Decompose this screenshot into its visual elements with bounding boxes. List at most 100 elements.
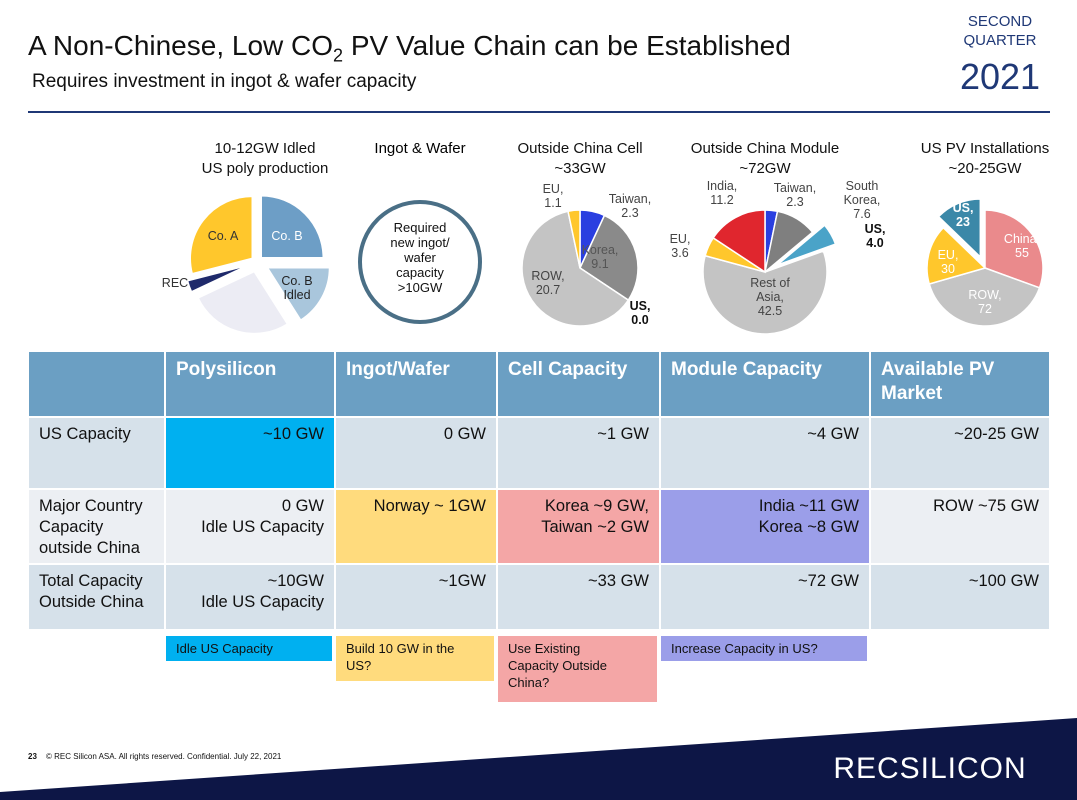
- quarter-line: SECOND: [967, 13, 1033, 30]
- text-line: 2.3: [621, 206, 638, 220]
- pie-title: US PV Installations: [921, 140, 1049, 157]
- text-line: 10-12GW Idled: [215, 140, 316, 157]
- data-cell: Norway ~ 1GW: [336, 490, 496, 563]
- data-cell: Korea ~9 GW, Taiwan ~2 GW: [498, 490, 659, 563]
- pie-slice: [763, 210, 814, 274]
- slice-label: US, 23: [953, 201, 974, 229]
- header-cell: Available PV Market: [871, 352, 1049, 416]
- text-line: REC: [162, 276, 188, 290]
- slice-label: China, 55: [1004, 232, 1040, 260]
- slice-label: Co. B Idled: [281, 274, 312, 302]
- pie-slice: [712, 209, 766, 274]
- text-line: 20.7: [536, 283, 560, 297]
- ingot-circle: [358, 200, 482, 324]
- text-line: Taiwan,: [609, 192, 651, 206]
- pie-slice: [260, 195, 324, 259]
- text-line: South: [846, 179, 879, 193]
- slice-label: India, 11.2: [707, 179, 738, 207]
- pie-slice: [776, 224, 837, 266]
- pie-title: US poly production: [202, 160, 329, 177]
- text-line: 7.6: [853, 207, 870, 221]
- slice-label: ROW, 20.7: [531, 269, 564, 297]
- text-line: 30: [941, 262, 955, 276]
- note: Increase Capacity in US?: [661, 636, 867, 661]
- data-cell: ROW ~75 GW: [871, 490, 1049, 563]
- text-line: 9.1: [591, 257, 608, 271]
- quarter: SECOND QUARTER: [940, 12, 1060, 50]
- ingot-title: Ingot & Wafer: [374, 140, 465, 157]
- text-line: Korea,: [844, 193, 881, 207]
- text-line: Rest of: [750, 276, 790, 290]
- pie-title: ~72GW: [739, 160, 791, 177]
- text-line: EU,: [938, 248, 959, 262]
- pie-title: 10-12GW Idled: [215, 140, 316, 157]
- text-line: Co. B: [281, 274, 312, 288]
- text-line: US PV Installations: [921, 140, 1049, 157]
- text-line: 1.1: [544, 196, 561, 210]
- title-sub: 2: [333, 45, 344, 66]
- data-cell: 0 GW: [336, 418, 496, 488]
- data-cell: ~33 GW: [498, 565, 659, 629]
- slice-label: US, 0.0: [630, 299, 651, 327]
- title-part: A Non-Chinese, Low CO: [28, 30, 334, 61]
- data-cell: 0 GW Idle US Capacity: [166, 490, 334, 563]
- year: 2021: [959, 56, 1041, 97]
- slice-label: US, 4.0: [865, 222, 886, 250]
- text-line: Outside China Cell: [517, 140, 642, 157]
- slice-label: Taiwan, 2.3: [774, 181, 816, 209]
- slice-label: Co. A: [208, 229, 239, 243]
- subtitle: Requires investment in ingot & wafer cap…: [32, 71, 417, 92]
- row-label: Major Country Capacity outside China: [29, 490, 164, 563]
- pie-slice: [567, 209, 581, 269]
- pie-slice: [937, 198, 982, 259]
- text-line: Idled: [283, 288, 310, 302]
- slice-label: South Korea, 7.6: [844, 179, 881, 221]
- pie-slice: [702, 250, 828, 335]
- text-line: ROW,: [531, 269, 564, 283]
- rule: [28, 111, 1050, 113]
- slice-label: EU, 30: [938, 248, 959, 276]
- data-cell: ~72 GW: [661, 565, 869, 629]
- data-cell: ~20-25 GW: [871, 418, 1049, 488]
- slice-label: REC: [162, 276, 188, 290]
- slice-label: ROW, 72: [968, 288, 1001, 316]
- text-line: 23: [956, 215, 970, 229]
- text-line: ~20-25GW: [949, 160, 1023, 177]
- text-line: Taiwan,: [774, 181, 816, 195]
- slice-label: Rest of Asia, 42.5: [750, 276, 790, 318]
- pie-title: Outside China Cell: [517, 140, 642, 157]
- data-cell: ~100 GW: [871, 565, 1049, 629]
- header-cell: [29, 352, 164, 416]
- ingot-text: Required new ingot/wafer capacity >10GW: [390, 220, 450, 295]
- text-line: ~72GW: [739, 160, 791, 177]
- header-cell: Ingot/Wafer: [336, 352, 496, 416]
- slice-label: Korea, 9.1: [582, 243, 619, 271]
- note: Idle US Capacity: [166, 636, 332, 661]
- text-line: capacity: [396, 265, 444, 280]
- text-line: Outside China Module: [691, 140, 839, 157]
- text-line: US,: [953, 201, 974, 215]
- data-cell: ~4 GW: [661, 418, 869, 488]
- text-line: >10GW: [398, 280, 443, 295]
- note: Build 10 GW in the US?: [336, 636, 494, 681]
- text-line: Asia,: [756, 290, 784, 304]
- text-line: wafer: [403, 250, 436, 265]
- text-line: 72: [978, 302, 992, 316]
- slice-label: Co. B: [271, 229, 302, 243]
- text-line: Co. A: [208, 229, 239, 243]
- text-line: Co. B: [271, 229, 302, 243]
- data-cell: ~10GW Idle US Capacity: [166, 565, 334, 629]
- text-line: 0.0: [631, 313, 648, 327]
- text-line: Required: [394, 220, 447, 235]
- note: Use Existing Capacity Outside China?: [498, 636, 657, 702]
- copyright: © REC Silicon ASA. All rights reserved. …: [46, 752, 282, 761]
- text-line: 11.2: [710, 193, 733, 207]
- footer-band: RECSILICON: [0, 718, 1077, 800]
- header-cell: Polysilicon: [166, 352, 334, 416]
- data-cell: India ~11 GW Korea ~8 GW: [661, 490, 869, 563]
- title: A Non-Chinese, Low CO2 PV Value Chain ca…: [28, 30, 791, 67]
- header-cell: Module Capacity: [661, 352, 869, 416]
- text-line: 4.0: [866, 236, 883, 250]
- text-line: US,: [865, 222, 886, 236]
- header-cell: Cell Capacity: [498, 352, 659, 416]
